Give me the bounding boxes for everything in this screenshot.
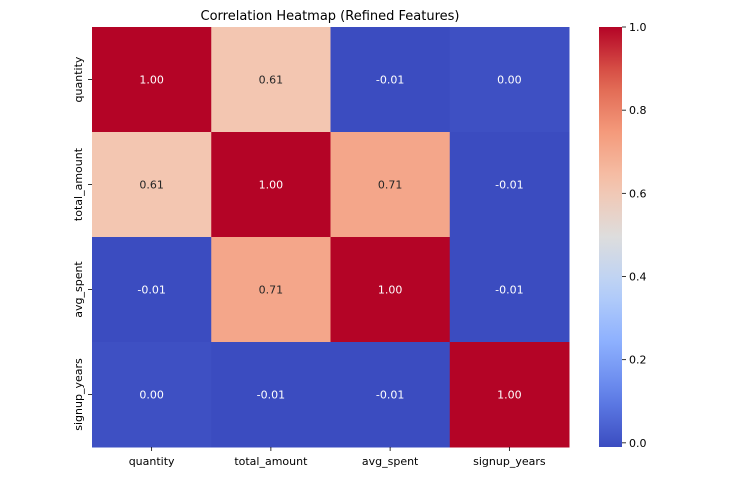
x-tick-label: signup_years (473, 455, 546, 468)
cell-value-label: -0.01 (376, 74, 404, 87)
chart-title: Correlation Heatmap (Refined Features) (201, 9, 460, 24)
heatmap-cell (449, 132, 570, 238)
colorbar-tick-label: 0.6 (629, 187, 647, 200)
cell-value-label: 1.00 (497, 389, 522, 402)
heatmap-cell (449, 237, 570, 343)
cell-value-label: 0.00 (497, 74, 522, 87)
colorbar (599, 27, 622, 447)
cell-value-label: -0.01 (257, 389, 285, 402)
x-tick-label: avg_spent (362, 455, 419, 468)
x-tick-label: quantity (129, 455, 175, 468)
heatmap-cell (211, 132, 331, 238)
cell-value-label: 0.71 (259, 284, 284, 297)
cell-value-label: 0.71 (378, 179, 403, 192)
cell-value-label: -0.01 (137, 284, 165, 297)
cell-value-label: -0.01 (495, 284, 523, 297)
cell-value-label: 1.00 (139, 74, 164, 87)
heatmap-cell (330, 237, 451, 343)
y-axis-ticks: quantity total_amount avg_spent signup_year… (72, 56, 92, 431)
heatmap-cell (211, 237, 331, 343)
colorbar-tick-label: 0.8 (629, 104, 647, 117)
cell-value-label: -0.01 (495, 179, 523, 192)
heatmap-cell (92, 27, 212, 133)
heatmap-cell (92, 237, 212, 343)
cell-value-label: -0.01 (376, 389, 404, 402)
heatmap-cell (330, 132, 451, 238)
heatmap-cells: 1.00 0.61 -0.01 0.00 0.61 1.00 0.71 -0.01 -0.01 0… (92, 27, 570, 448)
x-tick-label: total_amount (234, 455, 308, 468)
heatmap-cell (92, 342, 212, 448)
heatmap-cell (330, 342, 451, 448)
heatmap-cell (449, 342, 570, 448)
heatmap-cell (449, 27, 570, 133)
heatmap-cell (211, 27, 331, 133)
heatmap-cell (330, 27, 451, 133)
heatmap-cell (211, 342, 331, 448)
x-axis-ticks: quantity total_amount avg_spent signup_year… (129, 447, 546, 468)
cell-value-label: 0.61 (259, 74, 284, 87)
cell-value-label: 0.00 (139, 389, 164, 402)
cell-value-label: 1.00 (378, 284, 403, 297)
y-tick-label: quantity (72, 56, 85, 102)
colorbar-tick-label: 0.2 (629, 354, 647, 367)
cell-value-label: 1.00 (259, 179, 284, 192)
cell-value-label: 0.61 (139, 179, 164, 192)
heatmap-cell (92, 132, 212, 238)
colorbar-tick-label: 1.0 (629, 21, 647, 34)
colorbar-ticks: 0.0 0.2 0.4 0.6 0.8 1.0 (622, 21, 647, 450)
y-tick-label: avg_spent (72, 261, 85, 318)
colorbar-tick-label: 0.4 (629, 271, 647, 284)
y-tick-label: total_amount (72, 147, 85, 221)
y-tick-label: signup_years (72, 358, 85, 431)
colorbar-tick-label: 0.0 (629, 437, 647, 450)
